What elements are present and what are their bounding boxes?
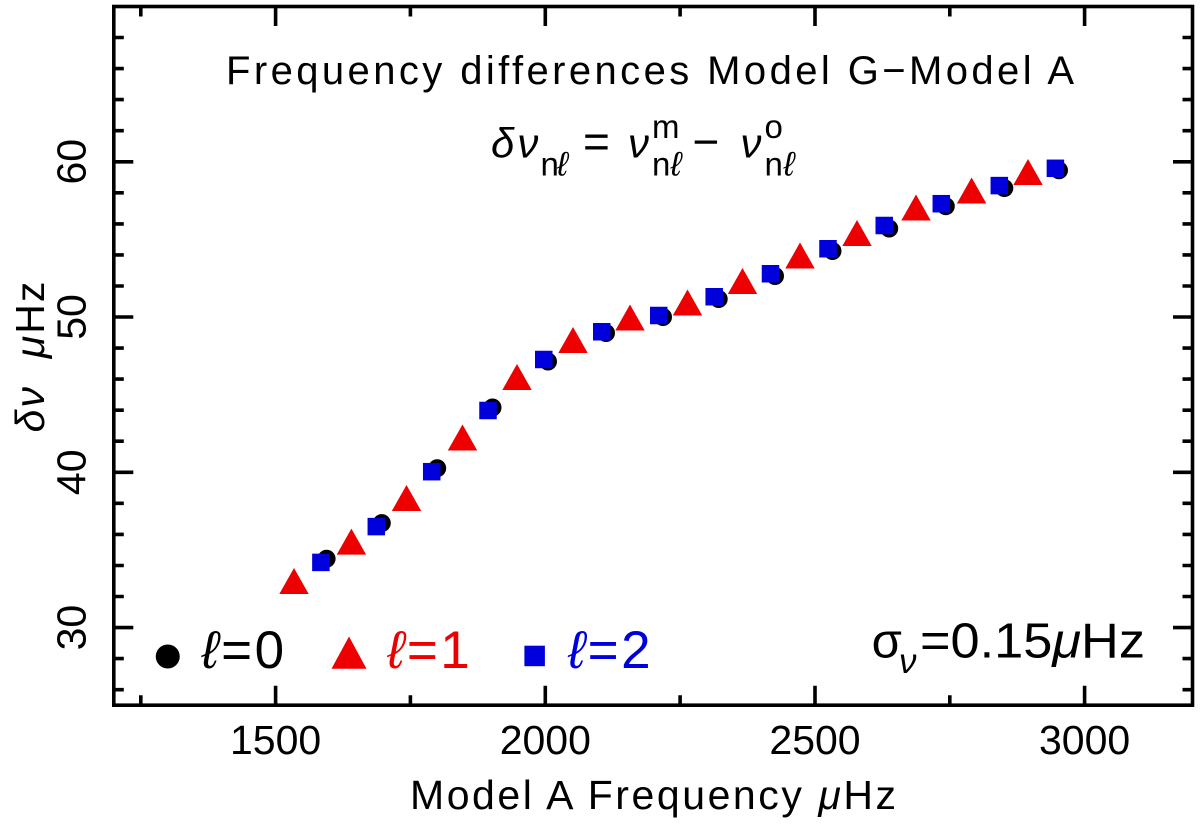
- svg-text:ν: ν: [741, 120, 762, 167]
- svg-text:ν: ν: [628, 120, 649, 167]
- svg-text:3000: 3000: [1039, 717, 1130, 763]
- svg-text:30: 30: [49, 605, 95, 651]
- svg-text:n: n: [765, 146, 783, 183]
- svg-text:60: 60: [49, 139, 95, 185]
- svg-text:−: −: [693, 116, 720, 168]
- svg-text:σ: σ: [872, 614, 902, 668]
- svg-text:n: n: [652, 146, 670, 183]
- svg-text:ν: ν: [899, 642, 917, 681]
- svg-text:Model A Frequency μHz: Model A Frequency μHz: [410, 772, 896, 818]
- svg-text:1500: 1500: [230, 717, 321, 763]
- svg-text:ℓ: ℓ: [783, 146, 797, 184]
- svg-text:m: m: [652, 108, 680, 145]
- svg-text:ℓ: ℓ: [556, 146, 570, 184]
- svg-text:Frequency differences Model G−: Frequency differences Model G−Model A: [226, 49, 1074, 93]
- svg-text:δν μHz: δν μHz: [7, 280, 53, 433]
- svg-text:ℓ: ℓ: [670, 146, 684, 184]
- svg-text:=: =: [583, 116, 610, 168]
- svg-text:2000: 2000: [500, 717, 591, 763]
- svg-text:o: o: [765, 108, 783, 145]
- svg-text:n: n: [541, 146, 559, 183]
- svg-text:ℓ=0: ℓ=0: [201, 621, 287, 680]
- svg-text:ℓ=1: ℓ=1: [386, 621, 472, 680]
- svg-text:40: 40: [49, 449, 95, 495]
- svg-text:2500: 2500: [769, 717, 860, 763]
- svg-text:δν: δν: [491, 120, 541, 167]
- svg-text:50: 50: [49, 294, 95, 340]
- svg-text:ℓ=2: ℓ=2: [567, 621, 653, 680]
